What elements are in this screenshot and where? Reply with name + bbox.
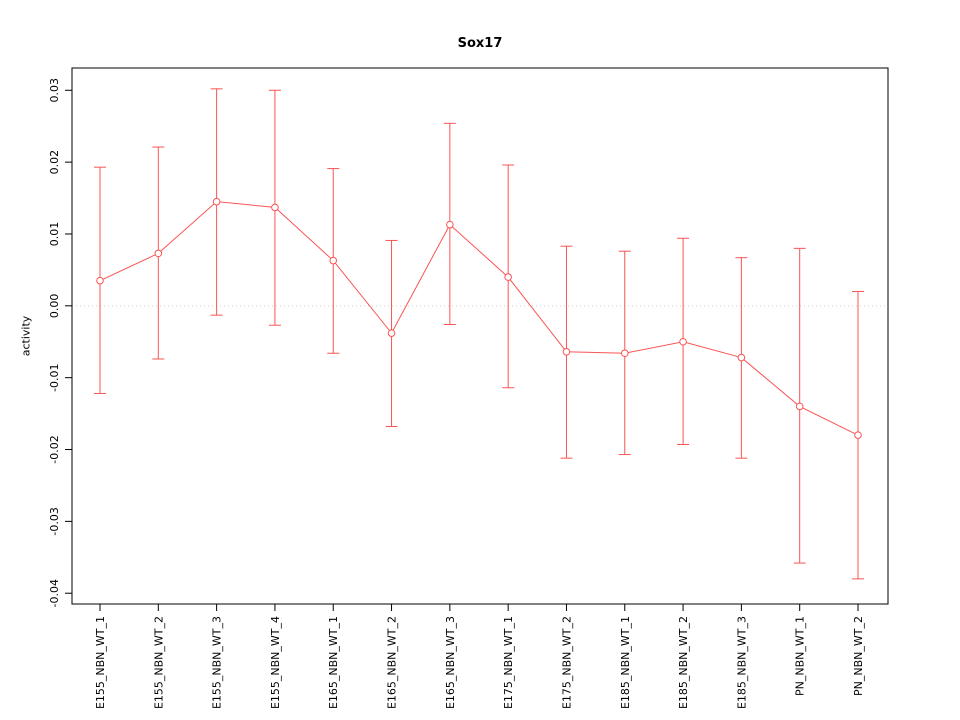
- y-tick-label: -0.04: [48, 579, 61, 607]
- x-tick-label: E155_NBN_WT_4: [269, 616, 282, 709]
- y-tick-label: -0.01: [48, 363, 61, 391]
- x-tick-label: E175_NBN_WT_1: [502, 616, 515, 709]
- x-tick-label: E165_NBN_WT_1: [327, 616, 340, 709]
- data-point: [96, 276, 104, 285]
- x-tick-label: E165_NBN_WT_2: [386, 616, 399, 709]
- x-tick-label: E165_NBN_WT_3: [444, 616, 457, 709]
- x-tick-label: E175_NBN_WT_2: [560, 616, 573, 709]
- y-tick-label: -0.03: [48, 507, 61, 535]
- x-tick-label: E155_NBN_WT_3: [211, 616, 224, 709]
- x-tick-label: E185_NBN_WT_2: [677, 616, 690, 709]
- data-point: [562, 348, 571, 356]
- data-point: [271, 203, 279, 212]
- x-tick-label: PN_NBN_WT_2: [852, 616, 865, 696]
- data-point: [737, 353, 746, 362]
- y-tick-label: 0.03: [48, 78, 61, 103]
- x-tick-label: PN_NBN_WT_1: [794, 616, 807, 696]
- data-point: [504, 273, 512, 281]
- data-point: [679, 337, 687, 346]
- x-tick-label: E155_NBN_WT_2: [152, 616, 165, 709]
- data-point: [387, 329, 396, 337]
- x-tick-label: E185_NBN_WT_1: [619, 616, 632, 709]
- data-point: [854, 431, 862, 439]
- y-tick-label: -0.02: [48, 435, 61, 463]
- plot-border: [71, 67, 889, 605]
- data-point: [329, 256, 338, 265]
- x-tick-label: E185_NBN_WT_3: [735, 616, 748, 709]
- data-point: [154, 249, 163, 258]
- x-tick-label: E155_NBN_WT_1: [94, 616, 107, 709]
- y-tick-label: 0.01: [48, 222, 61, 247]
- data-point: [620, 349, 629, 358]
- data-point: [446, 220, 454, 229]
- data-point: [795, 402, 804, 411]
- chart-title: Sox17: [457, 36, 503, 51]
- y-tick-label: 0.00: [48, 294, 61, 319]
- series-line: [99, 201, 859, 436]
- y-tick-label: 0.02: [48, 150, 61, 175]
- data-point: [212, 197, 221, 206]
